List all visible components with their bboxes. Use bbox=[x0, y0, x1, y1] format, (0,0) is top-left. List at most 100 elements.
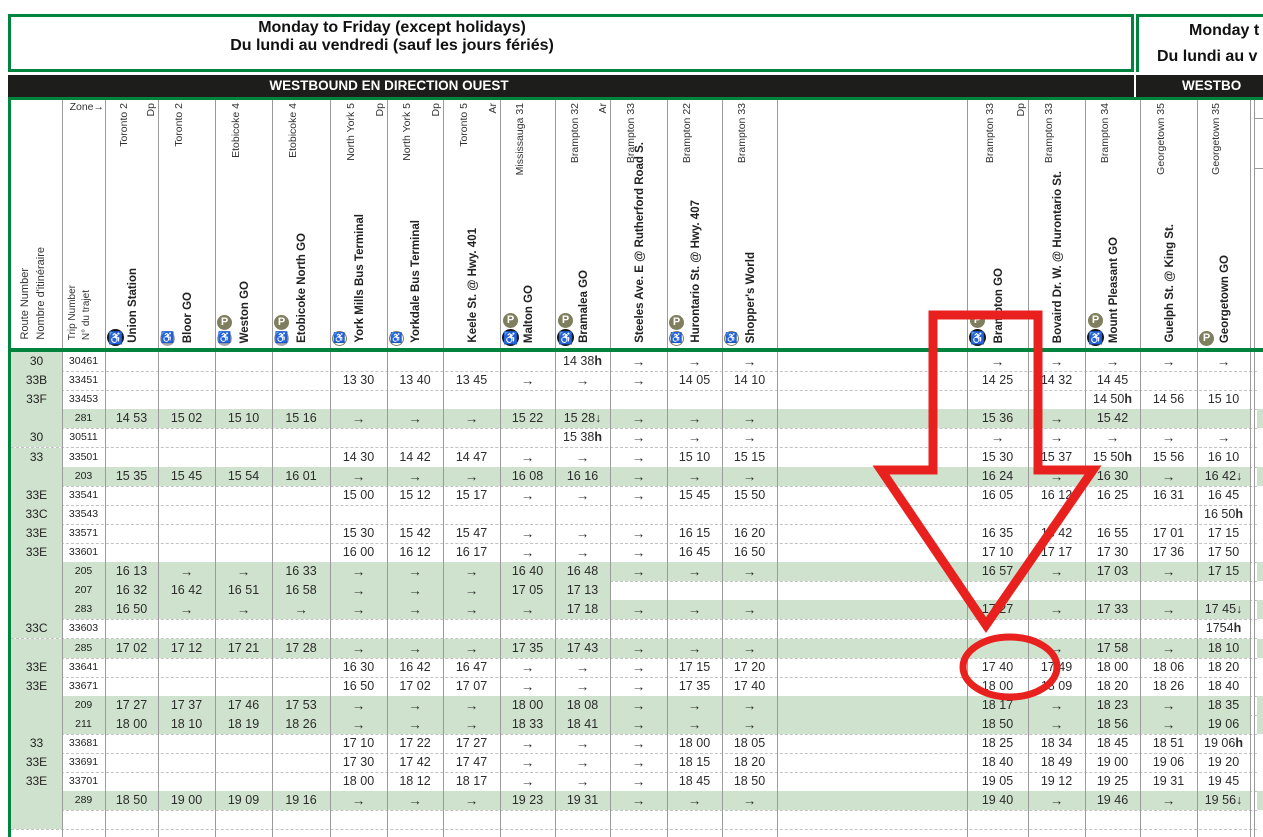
wheelchair-gray-icon: ♿ bbox=[274, 331, 289, 346]
column-header-mount-pleasant-go: Brampton 34 Mount Pleasant GO P ♿ bbox=[1085, 100, 1140, 348]
trip-number-cell: 209 bbox=[74, 698, 93, 711]
time-cell: 18 50 bbox=[981, 716, 1014, 731]
time-cell: 18 10 bbox=[170, 716, 203, 731]
time-cell: 17 15 bbox=[1207, 525, 1240, 540]
adjacent-panel-tick bbox=[1254, 118, 1263, 119]
through-arrow: → bbox=[408, 793, 422, 809]
second-direction-band: WESTBO bbox=[1136, 75, 1263, 97]
station-name: Brampton GO bbox=[993, 267, 1005, 343]
timetable-row: 207 16 32 16 42 16 51 16 58 → → → 17 05 17 13 bbox=[11, 581, 1257, 602]
timetable-row: 281 14 53 15 02 15 10 15 16 → → → 15 22 15 28↓ → → →… bbox=[11, 409, 1263, 430]
through-arrow: → bbox=[464, 716, 479, 732]
through-arrow: → bbox=[464, 602, 479, 618]
time-cell: 17 42 bbox=[399, 755, 431, 770]
through-arrow: → bbox=[631, 793, 646, 809]
time-cell: 15 47 bbox=[455, 525, 488, 540]
time-cell: 16 42 bbox=[399, 659, 431, 674]
time-cell: 16 42↓ bbox=[1204, 468, 1243, 483]
time-cell: 17 47 bbox=[455, 755, 488, 770]
through-arrow: → bbox=[236, 564, 251, 580]
station-name: Steeles Ave. E @ Rutherford Road S. bbox=[634, 142, 646, 343]
time-cell: 15 12 bbox=[399, 487, 431, 502]
time-cell: 15 37 bbox=[1040, 449, 1073, 464]
time-cell: 15 16 bbox=[285, 411, 317, 426]
trip-number-cell: 281 bbox=[74, 412, 93, 425]
time-cell: 17 37 bbox=[170, 697, 203, 712]
parking-icon: P bbox=[217, 315, 232, 330]
grid-vline bbox=[387, 100, 388, 837]
wheelchair-black-icon: ♿ bbox=[502, 329, 519, 346]
trip-number-cell: 33571 bbox=[68, 526, 99, 539]
time-cell: 17 21 bbox=[227, 640, 260, 655]
station-icons: P ♿ bbox=[557, 313, 574, 346]
time-cell: 18 23 bbox=[1096, 697, 1129, 712]
zone-label: Etobicoke 4 bbox=[287, 103, 299, 158]
time-cell: 18 09 bbox=[1040, 678, 1073, 693]
grid-vline bbox=[62, 100, 63, 837]
time-cell: 18 17 bbox=[981, 697, 1014, 712]
through-arrow: → bbox=[408, 640, 422, 656]
through-arrow: → bbox=[1049, 716, 1064, 732]
timetable-row: 209 17 27 17 37 17 46 17 53 → → → 18 00 18 08 → → → 1… bbox=[11, 695, 1263, 716]
timetable-row: 33E 33701 18 00 18 12 18 17 → → → 18 45 18 50 19 0… bbox=[11, 772, 1257, 793]
time-cell: 17 27 bbox=[455, 736, 488, 750]
time-cell: 17 45↓ bbox=[1204, 602, 1243, 617]
column-header-bloor-go: Toronto 2 Bloor GO ♿ bbox=[158, 100, 215, 348]
through-arrow: → bbox=[631, 373, 646, 389]
column-header-union-station: Toronto 2 Dp Union Station ♿ bbox=[105, 100, 158, 348]
time-cell: 16 30 bbox=[1096, 468, 1129, 483]
time-cell: 15 02 bbox=[170, 411, 203, 426]
through-arrow: → bbox=[1161, 564, 1176, 580]
timetable-row: 33E 33601 16 00 16 12 16 17 → → → 16 45 16 50 17 1… bbox=[11, 543, 1257, 564]
station-name: Union Station bbox=[127, 268, 139, 343]
through-arrow: → bbox=[631, 354, 646, 369]
time-cell: 14 32 bbox=[1040, 373, 1073, 388]
wheelchair-gray-icon: ♿ bbox=[160, 331, 175, 346]
time-cell: 18 50 bbox=[733, 774, 766, 789]
route-number-cell: 30 bbox=[11, 428, 62, 448]
trip-number-cell: 33543 bbox=[68, 507, 99, 520]
through-arrow: → bbox=[742, 430, 757, 446]
through-arrow: → bbox=[631, 430, 646, 446]
time-cell: 14 25 bbox=[981, 373, 1014, 388]
time-cell: 19 25 bbox=[1096, 774, 1129, 789]
zone-label: Etobicoke 4 bbox=[230, 103, 242, 158]
through-arrow: → bbox=[742, 697, 757, 713]
schedule-title-box: Monday to Friday (except holidays) Du lu… bbox=[8, 14, 1134, 72]
column-header-bramalea-go: Brampton 32 Ar Bramalea GO P ♿ bbox=[555, 100, 610, 348]
through-arrow: → bbox=[464, 564, 479, 580]
time-cell: 15 42 bbox=[399, 525, 431, 540]
trip-number-cell: 33601 bbox=[68, 546, 99, 558]
through-arrow: → bbox=[179, 564, 194, 580]
time-cell: 18 19 bbox=[227, 716, 260, 731]
time-cell: 16 47 bbox=[455, 659, 488, 674]
zone-label: Brampton 33 bbox=[736, 103, 748, 164]
time-cell: 17 28 bbox=[285, 640, 317, 655]
time-cell: 18 00 bbox=[1096, 659, 1129, 674]
through-arrow: → bbox=[1049, 602, 1064, 618]
time-cell: 19 06 bbox=[1152, 755, 1185, 770]
time-cell: 18 26 bbox=[1152, 678, 1185, 693]
time-cell: 19 46 bbox=[1096, 793, 1129, 808]
time-cell: 13 45 bbox=[455, 373, 488, 388]
time-cell: 16 50 bbox=[115, 602, 148, 617]
wheelchair-black-icon: ♿ bbox=[557, 329, 574, 346]
time-cell: 18 25 bbox=[981, 736, 1014, 750]
time-cell: 16 50h bbox=[1204, 506, 1243, 521]
timetable-row: 30 30511 15 38h → → → → → → → → bbox=[11, 428, 1257, 449]
highlight-band bbox=[62, 791, 1250, 811]
time-cell: 17 12 bbox=[170, 640, 203, 655]
time-cell: 16 00 bbox=[342, 545, 375, 559]
time-cell: 17 18 bbox=[566, 602, 599, 617]
highlight-band bbox=[62, 638, 1250, 658]
parking-icon: P bbox=[1199, 331, 1214, 346]
trip-number-label-fr: N° du trajet bbox=[81, 289, 92, 340]
zone-direction-label: Zone→ bbox=[69, 101, 104, 113]
wheelchair-outline-icon: ♿ bbox=[332, 331, 347, 346]
table-left-border bbox=[8, 97, 11, 837]
grid-vline bbox=[667, 100, 668, 837]
time-cell: 19 00 bbox=[1096, 755, 1129, 770]
time-cell: 18 45 bbox=[1096, 736, 1129, 750]
column-header-weston-go: Etobicoke 4 Weston GO P ♿ bbox=[215, 100, 272, 348]
